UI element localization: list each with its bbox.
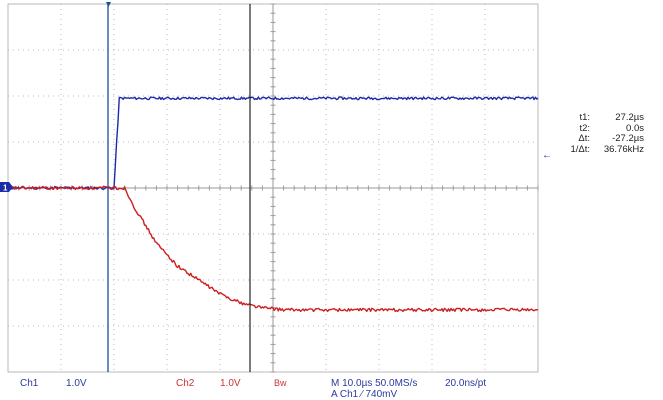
readout-frequency-label: 1/Δt: [570, 143, 590, 155]
readout-t1-label: t1: [579, 112, 590, 123]
ch2-label[interactable]: Ch2 [176, 378, 195, 389]
readout-t2: t2: 0.0s [556, 122, 660, 135]
readout-delta-t-value: -27.2µs [612, 133, 644, 144]
trigger-readout: A Ch1 ⁄ 740mV [331, 389, 398, 400]
readout-t2-value: 0.0s [626, 122, 644, 134]
graticule-center-axes [7, 3, 539, 373]
ch1-ground-marker-icon [0, 182, 13, 192]
ch1-scale: 1.0V [66, 378, 87, 389]
ch2-scale: 1.0V [220, 378, 241, 389]
readout-t1-value: 27.2µs [615, 112, 644, 123]
cursor-lines[interactable] [107, 4, 251, 372]
trace-ch2 [7, 185, 539, 313]
readout-frequency: 1/Δt: 36.76kHz [556, 143, 660, 156]
reference-arrow-icon: ← [542, 150, 552, 161]
readout-frequency-value: 36.76kHz [603, 143, 644, 155]
readout-delta-t-label: Δt: [578, 133, 590, 144]
ch1-label[interactable]: Ch1 [20, 378, 39, 389]
resolution-readout: 20.0ns/pt [445, 378, 487, 389]
timebase-readout: M 10.0µs 50.0MS/s [331, 378, 418, 389]
bandwidth-limit-label: Bw [274, 378, 287, 388]
ch1-ground-marker-number: 1 [3, 184, 8, 193]
trigger-position-marker-icon [106, 2, 111, 7]
readout-delta-t: Δt: -27.2µs [556, 133, 660, 145]
cursor-readout-panel: t1: 27.2µs t2: 0.0s Δt: -27.2µs 1/Δt: 36… [556, 112, 660, 156]
readout-t2-label: t2: [579, 122, 590, 134]
waveform-traces [7, 96, 539, 313]
readout-t1: t1: 27.2µs [556, 112, 660, 124]
channel-markers: 1 [0, 2, 111, 193]
